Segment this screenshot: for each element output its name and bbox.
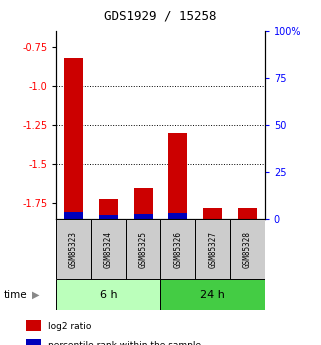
Text: GSM85324: GSM85324 xyxy=(104,231,113,268)
Bar xyxy=(203,218,222,219)
Text: GSM85328: GSM85328 xyxy=(243,231,252,268)
Bar xyxy=(134,188,153,219)
Bar xyxy=(160,219,195,279)
Text: time: time xyxy=(3,290,27,299)
Bar xyxy=(56,219,91,279)
Bar xyxy=(26,320,41,332)
Text: 6 h: 6 h xyxy=(100,290,117,299)
Bar xyxy=(160,279,265,310)
Bar xyxy=(26,339,41,345)
Bar xyxy=(230,219,265,279)
Text: GDS1929 / 15258: GDS1929 / 15258 xyxy=(104,9,217,22)
Bar xyxy=(168,133,187,219)
Text: ▶: ▶ xyxy=(32,290,39,299)
Bar xyxy=(64,58,83,219)
Bar xyxy=(203,208,222,219)
Text: 24 h: 24 h xyxy=(200,290,225,299)
Text: log2 ratio: log2 ratio xyxy=(48,322,92,331)
Text: percentile rank within the sample: percentile rank within the sample xyxy=(48,341,201,345)
Text: GSM85323: GSM85323 xyxy=(69,231,78,268)
Bar xyxy=(195,219,230,279)
Bar xyxy=(99,199,118,219)
Bar xyxy=(64,213,83,219)
Bar xyxy=(134,214,153,219)
Bar xyxy=(238,218,257,219)
Text: GSM85325: GSM85325 xyxy=(139,231,148,268)
Bar xyxy=(56,279,160,310)
Bar xyxy=(126,219,160,279)
Bar xyxy=(238,208,257,219)
Bar xyxy=(168,213,187,219)
Bar xyxy=(99,215,118,219)
Bar xyxy=(91,219,126,279)
Text: GSM85326: GSM85326 xyxy=(173,231,182,268)
Text: GSM85327: GSM85327 xyxy=(208,231,217,268)
